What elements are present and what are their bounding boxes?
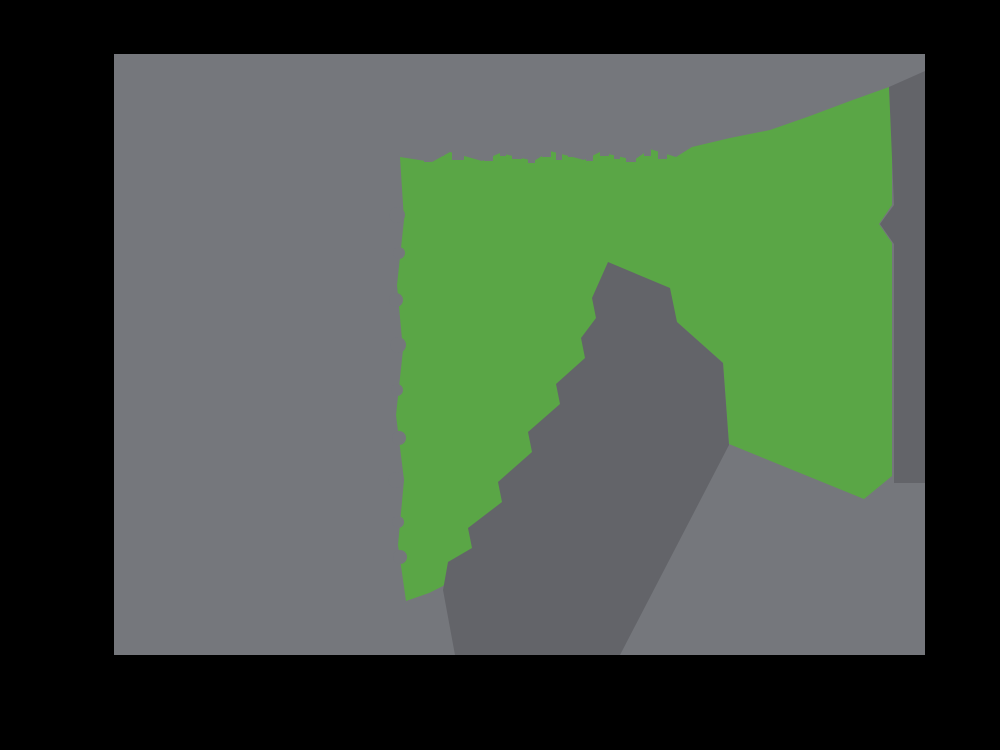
arrowhead-long-shadow-shape [880, 71, 925, 483]
stairs-long-shadow-shape [443, 262, 729, 655]
eroded-text-marks [408, 142, 678, 163]
left-edge-scallop-marks [388, 207, 407, 564]
